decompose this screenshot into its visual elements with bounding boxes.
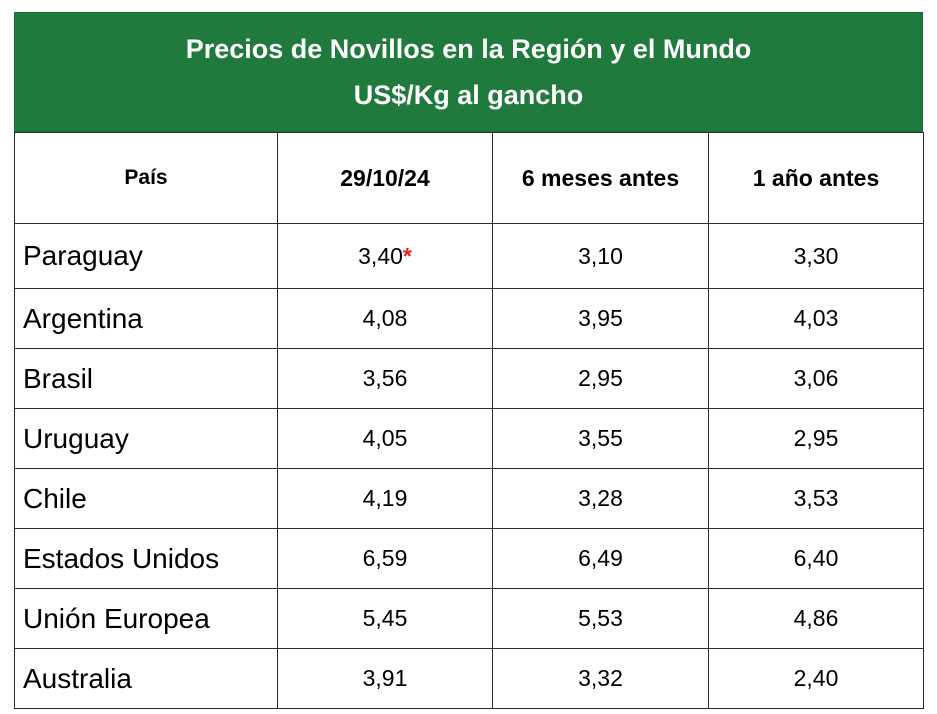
header-row: País 29/10/24 6 meses antes 1 año antes bbox=[14, 132, 924, 224]
current-price-cell: 3,40* bbox=[277, 223, 493, 289]
current-price-value: 3,91 bbox=[362, 665, 408, 691]
six-months-price-cell: 3,32 bbox=[492, 648, 709, 709]
table-title: Precios de Novillos en la Región y el Mu… bbox=[185, 34, 752, 64]
one-year-price-cell: 2,95 bbox=[708, 408, 924, 469]
six-months-price-cell: 3,55 bbox=[492, 408, 709, 469]
six-months-price-cell: 3,10 bbox=[492, 223, 709, 289]
table-row: Uruguay 4,05 3,55 2,95 bbox=[14, 408, 924, 469]
current-price-value: 6,59 bbox=[362, 545, 408, 571]
country-cell: Uruguay bbox=[14, 408, 278, 469]
table-row: Argentina 4,08 3,95 4,03 bbox=[14, 288, 924, 349]
country-cell: Brasil bbox=[14, 348, 278, 409]
current-price-cell: 6,59 bbox=[277, 528, 493, 589]
current-price-value: 3,40 bbox=[358, 242, 403, 269]
current-price-value: 5,45 bbox=[362, 605, 408, 631]
table-row: Estados Unidos 6,59 6,49 6,40 bbox=[14, 528, 924, 589]
one-year-price-cell: 6,40 bbox=[708, 528, 924, 589]
one-year-price-cell: 3,06 bbox=[708, 348, 924, 409]
country-cell: Estados Unidos bbox=[14, 528, 278, 589]
country-cell: Unión Europea bbox=[14, 588, 278, 649]
table-row: Chile 4,19 3,28 3,53 bbox=[14, 468, 924, 529]
one-year-price-cell: 4,86 bbox=[708, 588, 924, 649]
one-year-price-cell: 3,30 bbox=[708, 223, 924, 289]
asterisk-note-mark: * bbox=[402, 242, 412, 269]
current-price-cell: 4,19 bbox=[277, 468, 493, 529]
column-header-six-months: 6 meses antes bbox=[492, 132, 709, 224]
current-price-value: 3,56 bbox=[362, 365, 408, 391]
table-row: Unión Europea 5,45 5,53 4,86 bbox=[14, 588, 924, 649]
current-price-value: 4,19 bbox=[362, 485, 408, 511]
price-table: País 29/10/24 6 meses antes 1 año antes … bbox=[14, 132, 924, 709]
current-price-cell: 5,45 bbox=[277, 588, 493, 649]
table-row: Australia 3,91 3,32 2,40 bbox=[14, 648, 924, 709]
current-price-cell: 4,05 bbox=[277, 408, 493, 469]
country-cell: Paraguay bbox=[14, 223, 278, 289]
six-months-price-cell: 3,95 bbox=[492, 288, 709, 349]
table-subtitle: US$/Kg al gancho bbox=[353, 80, 584, 110]
country-cell: Australia bbox=[14, 648, 278, 709]
table-row: Paraguay 3,40* 3,10 3,30 bbox=[14, 223, 924, 289]
country-cell: Chile bbox=[14, 468, 278, 529]
table-row: Brasil 3,56 2,95 3,06 bbox=[14, 348, 924, 409]
current-price-cell: 3,56 bbox=[277, 348, 493, 409]
current-price-cell: 4,08 bbox=[277, 288, 493, 349]
column-header-date: 29/10/24 bbox=[277, 132, 493, 224]
price-table-container: Precios de Novillos en la Región y el Mu… bbox=[14, 12, 924, 709]
one-year-price-cell: 2,40 bbox=[708, 648, 924, 709]
country-cell: Argentina bbox=[14, 288, 278, 349]
one-year-price-cell: 4,03 bbox=[708, 288, 924, 349]
six-months-price-cell: 3,28 bbox=[492, 468, 709, 529]
column-header-one-year: 1 año antes bbox=[708, 132, 924, 224]
current-price-cell: 3,91 bbox=[277, 648, 493, 709]
table-body: Paraguay 3,40* 3,10 3,30 Argentina 4,08 3,95 4,… bbox=[14, 223, 924, 709]
current-price-value: 4,05 bbox=[362, 425, 408, 451]
current-price-value: 4,08 bbox=[362, 305, 408, 331]
column-header-country: País bbox=[14, 132, 278, 224]
six-months-price-cell: 2,95 bbox=[492, 348, 709, 409]
six-months-price-cell: 5,53 bbox=[492, 588, 709, 649]
one-year-price-cell: 3,53 bbox=[708, 468, 924, 529]
table-title-banner: Precios de Novillos en la Región y el Mu… bbox=[14, 12, 923, 132]
six-months-price-cell: 6,49 bbox=[492, 528, 709, 589]
